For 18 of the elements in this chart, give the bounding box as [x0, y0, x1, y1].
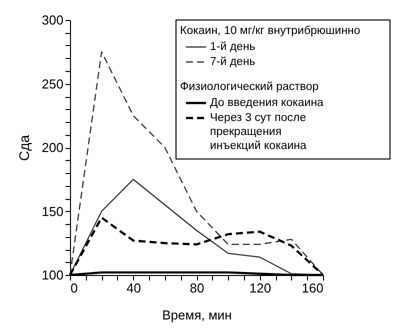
legend-title: Кокаин, 10 мг/кг внутрибрюшинно: [180, 25, 360, 37]
x-axis-title: Время, мин: [162, 308, 232, 322]
legend-label: 1-й день: [210, 41, 256, 53]
y-tick-label: 150: [42, 204, 64, 219]
x-tick-label: 160: [302, 280, 324, 296]
y-tick-label: 250: [42, 76, 64, 92]
legend-label: Через 3 сут после прекращения инъекций кокаина: [210, 112, 308, 152]
y-axis-title: Cдa: [16, 134, 32, 162]
x-tick-label: 0: [70, 280, 78, 296]
y-tick-label: 200: [42, 140, 64, 155]
x-tick-label: 40: [126, 280, 141, 296]
y-tick-label: 100: [42, 268, 64, 282]
x-tick-label: 120: [249, 280, 272, 296]
x-tick-label: 80: [190, 280, 204, 296]
legend-label: До введения кокаина: [210, 97, 324, 109]
annotation: Физиологический раствор: [180, 81, 319, 93]
legend-label: 7-й день: [210, 56, 256, 68]
y-tick-label: 300: [42, 12, 64, 28]
